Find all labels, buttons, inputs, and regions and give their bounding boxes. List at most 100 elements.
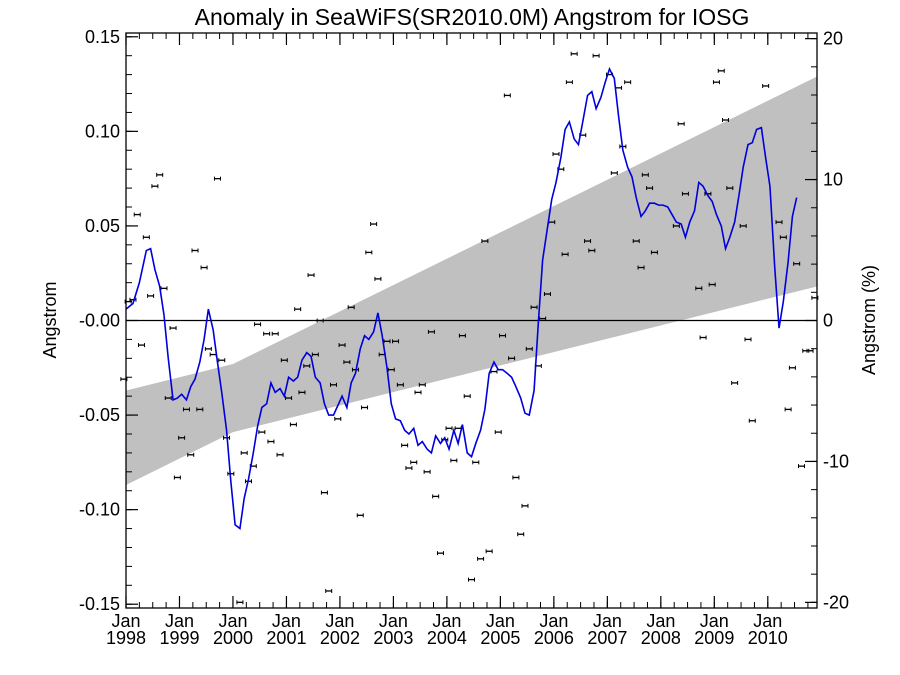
data-point [699,335,707,340]
data-point [726,186,734,191]
data-point [356,513,364,518]
data-point [294,307,302,312]
data-point [490,369,498,374]
y-tick-label-right: 20 [823,29,843,49]
data-point [414,390,422,395]
data-point [494,430,502,435]
data-point [584,239,592,244]
data-point [748,418,756,423]
trend-band [126,76,817,486]
data-point [450,458,458,463]
data-point [552,152,560,157]
data-point [432,494,440,499]
data-point [405,466,413,471]
data-point [592,53,600,58]
data-point [263,331,271,336]
data-point [303,363,311,368]
data-point [485,549,493,554]
data-point [213,176,221,181]
data-point [271,331,279,336]
data-point [209,352,217,357]
y-tick-label-left: 0.15 [85,27,120,47]
data-point [401,443,409,448]
data-point [343,360,351,365]
data-point [784,407,792,412]
data-point [298,390,306,395]
data-point [330,382,338,387]
data-point [164,396,172,401]
data-point [182,407,190,412]
data-point [320,490,328,495]
data-point [138,343,146,348]
data-point [525,346,533,351]
data-point [543,292,551,297]
x-tick-label-month: Jan [486,611,515,631]
data-point [481,239,489,244]
data-point [463,394,471,399]
data-point [499,333,507,338]
data-point [151,184,159,189]
data-point [588,248,596,253]
x-tick-label-month: Jan [646,611,675,631]
data-point [615,85,623,90]
y-axis-label-right: Angstrom (%) [859,265,879,375]
data-point [739,223,747,228]
y-tick-label-left: -0.10 [79,500,120,520]
data-point [338,343,346,348]
data-point [267,439,275,444]
chart-title: Anomaly in SeaWiFS(SR2010.0M) Angstrom f… [195,4,750,30]
data-point [731,380,739,385]
x-tick-label-month: Jan [539,611,568,631]
y-tick-label-left: -0.00 [79,311,120,331]
data-point [508,356,516,361]
data-point [672,223,680,228]
y-tick-label-left: 0.10 [85,121,120,141]
data-point [258,430,266,435]
data-point [156,172,164,177]
data-point [347,305,355,310]
data-point [570,51,578,56]
data-point [779,235,787,240]
data-point [468,577,475,582]
data-point [392,339,400,344]
data-point [289,422,297,427]
data-point [316,318,324,323]
data-point [458,333,466,338]
data-point [254,322,262,327]
data-point [565,80,573,85]
y-tick-label-right: 0 [823,311,833,331]
y-tick-label-left: -0.05 [79,405,120,425]
data-point [797,464,805,469]
data-point [204,346,212,351]
data-point [677,121,685,126]
y-tick-label-right: 10 [823,170,843,190]
data-point [512,475,520,480]
data-point [637,265,645,270]
x-tick-label-year: 2008 [641,628,681,648]
data-point [365,250,373,255]
data-point [477,556,485,561]
data-point [762,83,770,88]
data-point [539,316,547,321]
x-tick-label-year: 2000 [213,628,253,648]
data-point [722,118,730,123]
y-tick-label-right: -20 [823,592,849,612]
data-point [334,416,342,421]
data-point [307,273,315,278]
x-tick-label-year: 1998 [106,628,146,648]
data-point [632,239,640,244]
data-point [681,191,689,196]
data-point [361,405,369,410]
data-point [793,261,801,266]
data-point [173,475,181,480]
data-point [423,469,431,474]
x-tick-label-month: Jan [379,611,408,631]
x-tick-label-year: 2009 [694,628,734,648]
data-point [454,426,462,431]
data-point [160,286,168,291]
data-point [410,460,418,465]
smoothed-line [125,66,798,531]
data-point [240,450,248,455]
data-point [806,348,814,353]
y-tick-label-left: -0.15 [79,594,120,614]
